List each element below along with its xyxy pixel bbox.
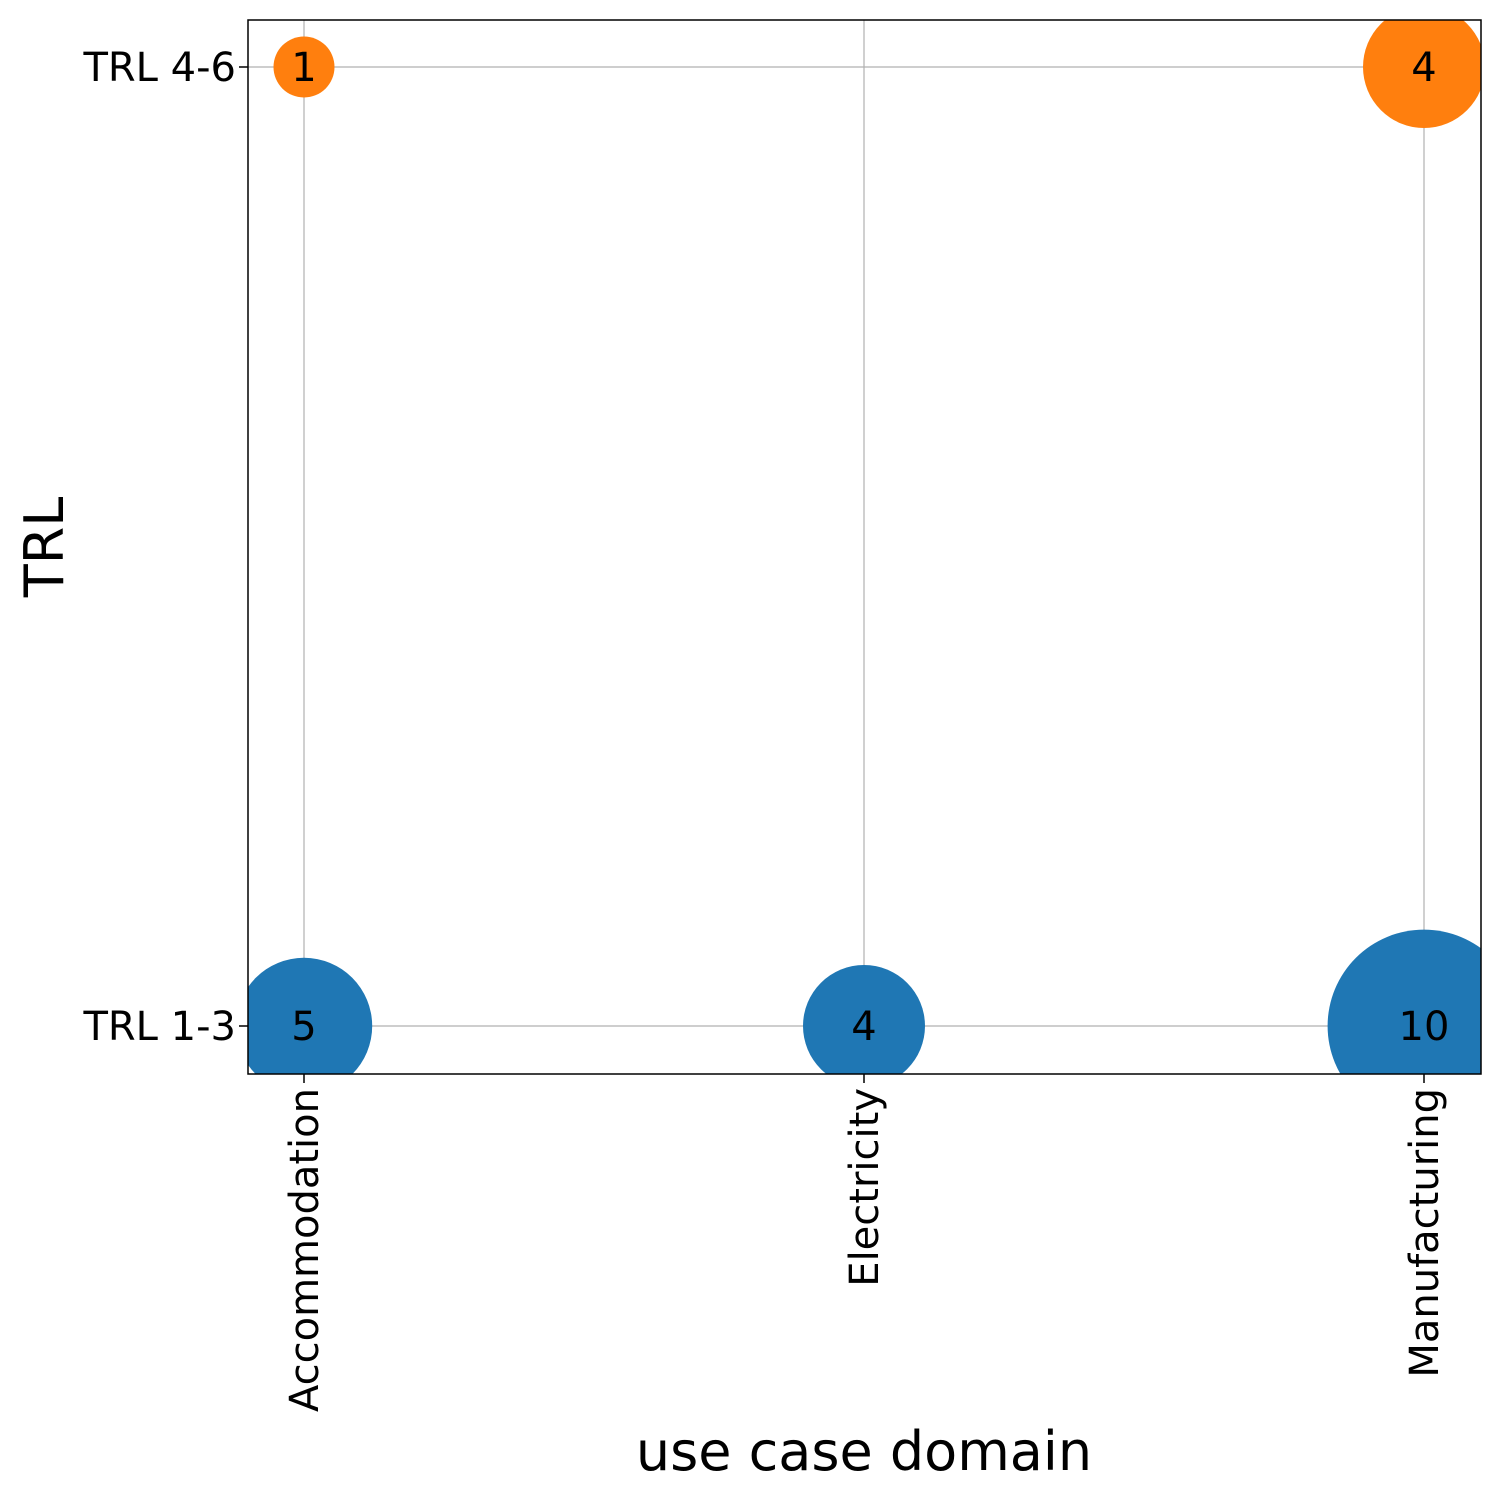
x-tick-label-manufacturing: Manufacturing — [1402, 1088, 1448, 1378]
bubble-electricity-trl-1-3 — [803, 965, 925, 1074]
y-tick-label-trl-4-6: TRL 4-6 — [82, 45, 236, 91]
data-labels: 5 4 10 1 4 — [291, 45, 1449, 1050]
data-label-electricity-trl-1-3: 4 — [851, 1004, 876, 1050]
data-label-manufacturing-trl-4-6: 4 — [1411, 45, 1436, 91]
ticks: Accommodation Electricity Manufacturing TRL… — [82, 45, 1448, 1412]
bubble-accommodation-trl-4-6 — [273, 36, 335, 98]
y-axis-label: TRL — [13, 497, 76, 599]
bubble-accommodation-trl-1-3 — [248, 957, 373, 1074]
x-tick-label-accommodation: Accommodation — [282, 1088, 328, 1412]
data-label-manufacturing-trl-1-3: 10 — [1399, 1004, 1450, 1050]
x-axis-label: use case domain — [636, 1420, 1092, 1483]
data-label-accommodation-trl-4-6: 1 — [291, 45, 316, 91]
bubbles — [248, 20, 1481, 1074]
bubble-manufacturing-trl-4-6 — [1363, 20, 1481, 128]
data-label-accommodation-trl-1-3: 5 — [291, 1004, 316, 1050]
y-tick-label-trl-1-3: TRL 1-3 — [82, 1004, 236, 1050]
x-tick-label-electricity: Electricity — [842, 1088, 888, 1287]
bubble-manufacturing-trl-1-3 — [1327, 929, 1481, 1074]
